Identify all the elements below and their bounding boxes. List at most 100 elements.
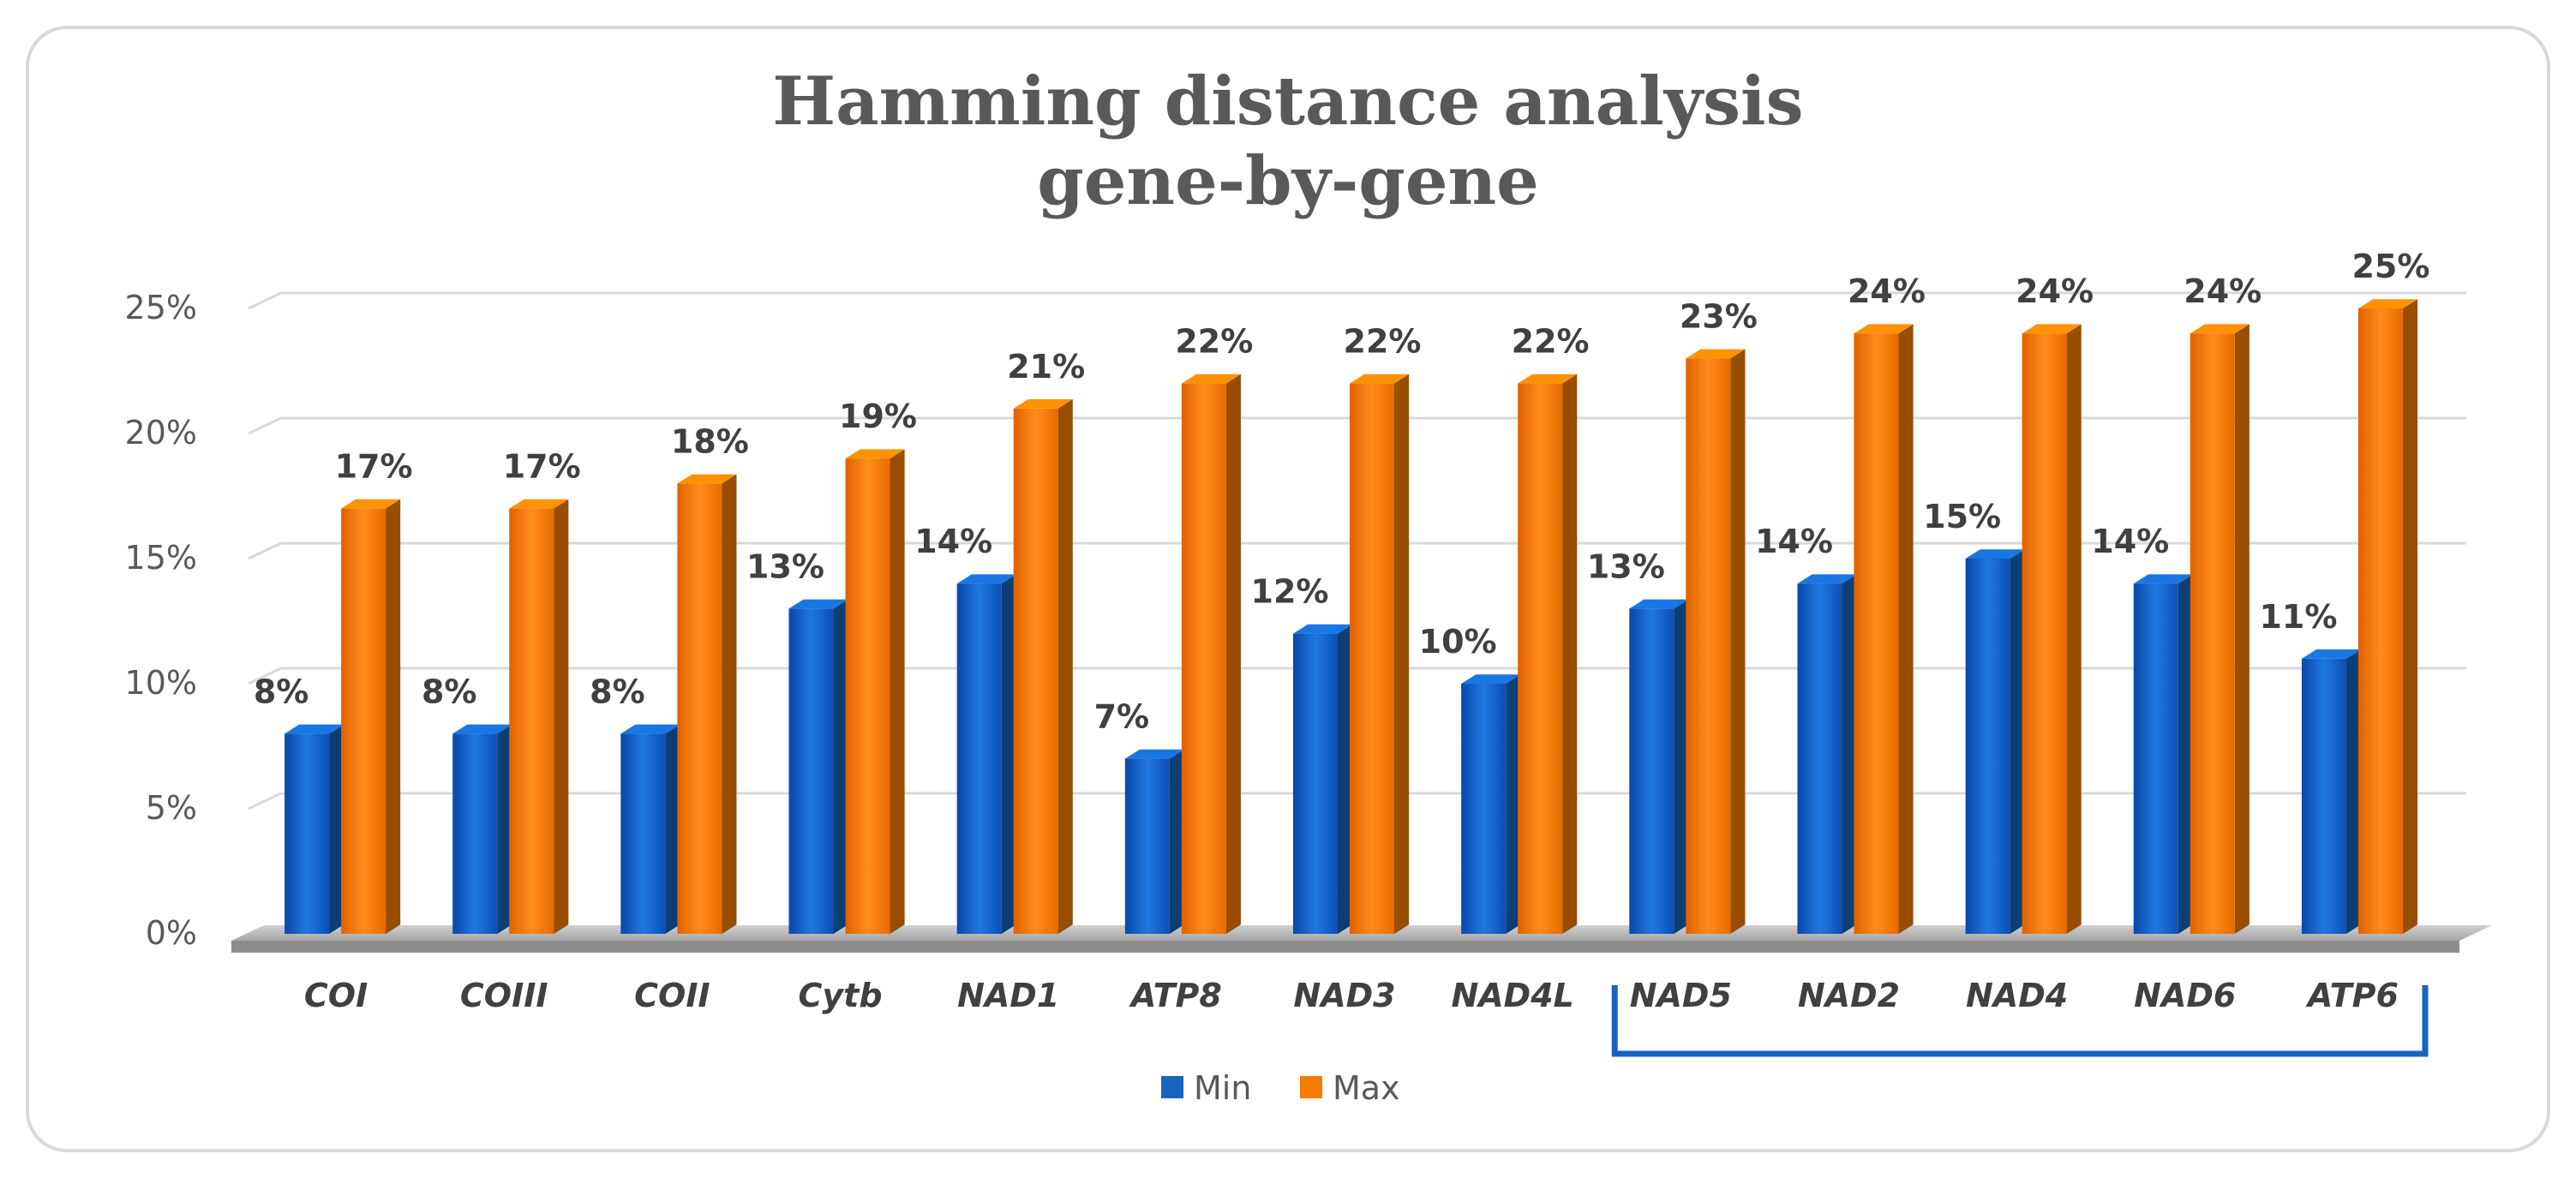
chart-title: Hamming distance analysis gene-by-gene <box>772 63 1803 220</box>
min-data-label: 8% <box>254 673 309 710</box>
max-bar-front <box>341 508 386 934</box>
legend-item-max: Max <box>1300 1069 1400 1107</box>
y-tick-label: 5% <box>146 789 197 827</box>
min-bar <box>1461 674 1521 934</box>
legend-label: Max <box>1333 1069 1400 1107</box>
max-bar <box>2357 299 2418 934</box>
min-bar-top <box>285 724 344 734</box>
max-bar-side <box>890 449 905 934</box>
max-bar-side <box>1057 399 1073 934</box>
x-category-label: NAD3 <box>1293 977 1395 1014</box>
max-bar-side <box>1898 324 1914 934</box>
min-bar <box>2133 574 2193 934</box>
min-bar <box>1293 624 1353 934</box>
max-data-label: 18% <box>671 422 749 460</box>
max-bar <box>1854 324 1914 934</box>
min-bar-top <box>620 724 680 734</box>
max-bar-top <box>677 474 737 484</box>
max-bar-side <box>1730 349 1746 935</box>
min-data-label: 13% <box>746 547 824 585</box>
min-bar <box>620 724 680 934</box>
max-data-label: 22% <box>1344 323 1422 361</box>
max-bar-top <box>845 449 905 459</box>
min-bar-front <box>1461 684 1507 934</box>
max-data-label: 21% <box>1007 348 1085 386</box>
min-bar-front <box>1965 559 2010 934</box>
max-data-label: 25% <box>2351 248 2429 285</box>
max-bar-front <box>1686 358 1731 934</box>
min-bar <box>956 574 1016 934</box>
min-bar-top <box>1797 574 1857 584</box>
max-data-label: 24% <box>2016 272 2094 310</box>
max-bar <box>2190 324 2250 934</box>
min-bar-top <box>1629 599 1689 609</box>
max-bar-top <box>509 499 569 509</box>
min-bar-side <box>497 724 512 934</box>
min-bar-front <box>788 608 834 934</box>
highlight-bracket <box>1611 985 2429 1057</box>
min-bar <box>1124 749 1184 934</box>
min-bar <box>2301 649 2362 934</box>
max-bar-top <box>341 499 401 509</box>
max-bar-side <box>2402 299 2418 934</box>
max-bar-top <box>1350 374 1410 384</box>
min-data-label: 13% <box>1587 547 1665 585</box>
max-bar-side <box>722 474 737 934</box>
max-bar-side <box>2234 324 2250 934</box>
max-bar-side <box>1225 374 1241 934</box>
max-bar-front <box>509 508 554 934</box>
min-bar-front <box>1293 633 1338 934</box>
max-bar-front <box>2357 308 2403 934</box>
max-data-label: 24% <box>2184 272 2261 310</box>
y-tick-label: 20% <box>125 414 197 451</box>
min-bar-side <box>1338 624 1353 934</box>
min-bar-side <box>1001 574 1016 934</box>
chart-frame <box>26 26 2550 1152</box>
x-category-label: COI <box>304 977 368 1014</box>
min-bar-side <box>2345 649 2362 934</box>
legend-item-min: Min <box>1161 1069 1251 1107</box>
max-bar-top <box>2190 324 2250 334</box>
max-bar-top <box>1181 374 1241 384</box>
min-bar-side <box>833 599 848 934</box>
max-data-label: 23% <box>1680 297 1758 335</box>
min-bar-front <box>1797 583 1842 934</box>
min-bar-top <box>1461 674 1521 684</box>
min-bar-front <box>452 733 498 934</box>
min-bar-top <box>2301 649 2362 659</box>
gridline-side <box>248 541 282 560</box>
max-bar-side <box>1562 374 1578 934</box>
max-bar-front <box>1013 408 1058 934</box>
chart-title-line-2: gene-by-gene <box>1037 142 1539 220</box>
max-bar-front <box>1518 383 1563 935</box>
y-tick-label: 10% <box>125 664 197 702</box>
min-data-label: 15% <box>1923 498 2001 535</box>
x-category-label: ATP8 <box>1129 977 1222 1014</box>
max-bar-side <box>386 499 401 934</box>
max-bar-front <box>1181 383 1226 935</box>
min-bar-front <box>956 583 1002 934</box>
min-bar-side <box>2178 574 2193 934</box>
max-bar <box>2022 324 2082 934</box>
min-data-label: 8% <box>422 673 477 710</box>
min-bar-front <box>285 733 330 934</box>
min-data-label: 8% <box>590 673 645 710</box>
gridline-side <box>248 667 282 685</box>
max-bar <box>1181 374 1241 935</box>
y-tick-label: 25% <box>125 289 197 326</box>
min-bar-top <box>1965 549 2025 559</box>
max-bar-front <box>1350 383 1394 935</box>
max-bar-front <box>2190 333 2235 934</box>
max-bar <box>509 499 569 934</box>
min-data-label: 14% <box>1755 523 1833 560</box>
max-bar <box>1013 399 1073 934</box>
min-data-label: 14% <box>914 523 992 560</box>
min-bar <box>452 724 512 934</box>
max-bar-top <box>2357 299 2418 308</box>
gridline-side <box>248 416 282 435</box>
max-bar-front <box>677 483 722 934</box>
min-bar <box>1797 574 1857 934</box>
gridline-side <box>248 291 282 310</box>
min-bar-front <box>2301 658 2346 934</box>
